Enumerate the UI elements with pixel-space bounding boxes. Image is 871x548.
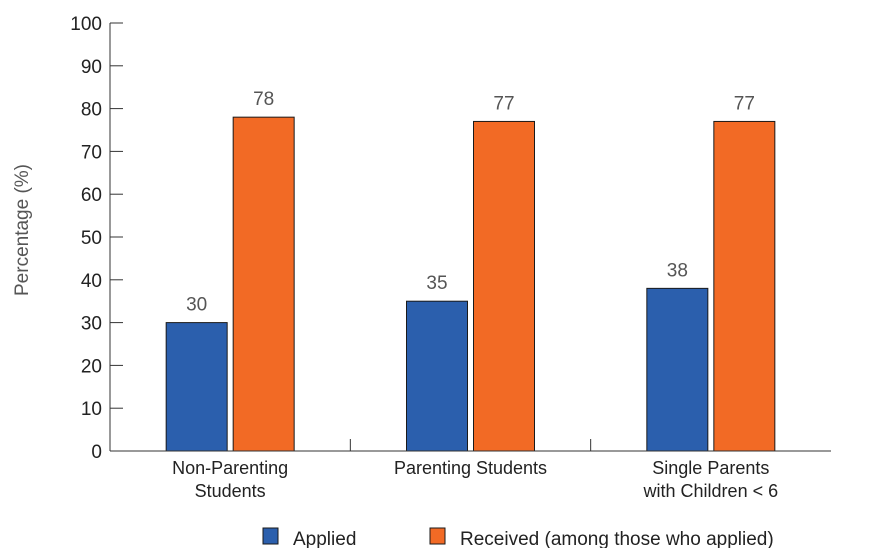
bar-received xyxy=(473,120,535,452)
legend: Applied Received (among those who applied… xyxy=(262,527,774,548)
y-tick-label: 50 xyxy=(81,228,102,249)
bars: 30 78 35 77 38 77 xyxy=(165,89,776,452)
x-tick-label-line: Students xyxy=(195,481,266,501)
bar-applied xyxy=(165,322,228,452)
y-tick-label: 70 xyxy=(81,142,102,163)
y-axis-ticks: 0 10 20 30 40 50 60 70 80 90 100 xyxy=(70,14,123,463)
x-tick-label: Single Parents with Children < 6 xyxy=(643,458,779,501)
legend-label: Applied xyxy=(293,529,356,548)
data-label: 78 xyxy=(253,89,274,110)
y-tick-label: 10 xyxy=(81,399,102,420)
y-tick-label: 0 xyxy=(91,442,102,463)
y-tick-label: 100 xyxy=(70,14,102,35)
data-label: 30 xyxy=(186,295,207,316)
y-tick-label: 80 xyxy=(81,100,102,121)
y-tick-label: 40 xyxy=(81,271,102,292)
y-tick-label: 90 xyxy=(81,57,102,78)
data-label: 35 xyxy=(426,273,447,294)
legend-swatch-applied xyxy=(262,527,279,545)
bar-applied xyxy=(646,287,709,452)
bar-applied xyxy=(406,300,468,452)
data-label: 77 xyxy=(493,93,514,114)
x-tick-label: Parenting Students xyxy=(394,458,547,478)
legend-label: Received (among those who applied) xyxy=(460,529,774,548)
legend-swatch-received xyxy=(429,527,446,545)
bar-received xyxy=(232,116,295,452)
x-tick-label-line: with Children < 6 xyxy=(643,481,779,501)
y-tick-label: 30 xyxy=(81,314,102,335)
x-axis-labels: Non-Parenting Students Parenting Students S… xyxy=(172,458,778,501)
data-label: 38 xyxy=(667,260,688,281)
x-tick-label-line: Parenting Students xyxy=(394,458,547,478)
y-axis-label: Percentage (%) xyxy=(12,164,33,296)
y-tick-label: 60 xyxy=(81,185,102,206)
x-tick-label: Non-Parenting Students xyxy=(172,458,288,501)
x-tick-label-line: Single Parents xyxy=(652,458,769,478)
axes xyxy=(109,23,831,452)
data-label: 77 xyxy=(734,93,755,114)
y-tick-label: 20 xyxy=(81,356,102,377)
x-tick-label-line: Non-Parenting xyxy=(172,458,288,478)
bar-received xyxy=(713,120,776,452)
